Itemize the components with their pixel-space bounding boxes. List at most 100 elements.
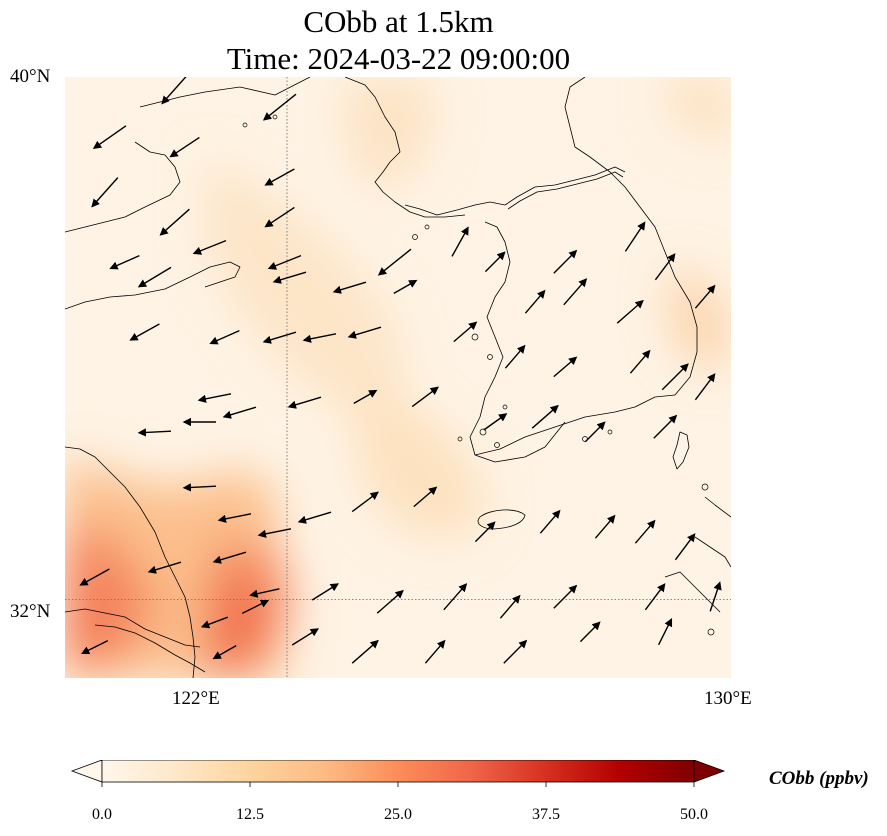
wind-vector: [351, 639, 379, 664]
wind-vector: [353, 389, 378, 405]
wind-vector: [264, 168, 295, 186]
island: [487, 354, 493, 360]
wind-vector: [249, 588, 280, 598]
coast-korea-east: [624, 186, 698, 396]
wind-vector: [161, 77, 187, 105]
wind-vector: [347, 326, 382, 339]
colorbar: [70, 760, 726, 787]
wind-vector: [147, 561, 182, 574]
wind-vector: [524, 289, 546, 314]
wind-vector: [80, 639, 109, 655]
island: [707, 628, 715, 636]
wind-vector: [451, 226, 469, 257]
coast-jeju: [477, 509, 526, 530]
coast-yangtze-south: [94, 624, 206, 673]
wind-vector: [212, 644, 237, 660]
wind-vector: [291, 628, 319, 646]
colorbar-tick: 25.0: [384, 806, 412, 823]
wind-vector: [222, 406, 257, 419]
wind-vector: [264, 206, 295, 228]
island: [424, 224, 430, 230]
concentration-band: [354, 377, 485, 539]
wind-vector: [91, 177, 119, 208]
wind-vector: [272, 271, 307, 284]
border-china-korea: [504, 166, 626, 206]
wind-vector: [553, 584, 578, 609]
coast-liaodong-north: [139, 77, 311, 108]
island: [479, 428, 487, 436]
lon-label-122e: 122°E: [172, 688, 220, 709]
wind-vector: [483, 413, 508, 431]
wind-vector: [634, 519, 656, 544]
wind-vector: [474, 521, 496, 543]
wind-vector: [129, 323, 160, 341]
wind-vector: [594, 514, 616, 539]
border-china-korea-2: [507, 171, 624, 210]
wind-vector: [654, 253, 676, 281]
concentration-band: [205, 157, 404, 415]
colorbar-tick: 12.5: [236, 806, 264, 823]
wind-vector: [257, 528, 292, 538]
wind-vector: [287, 396, 322, 409]
coast-bohai-west: [65, 141, 181, 233]
map-panel: [65, 77, 731, 678]
wind-vector: [297, 511, 332, 524]
wind-vector: [267, 254, 302, 270]
wind-vector: [212, 551, 247, 564]
coastlines: [65, 77, 731, 678]
map-title: CObb at 1.5km: [303, 4, 494, 39]
wind-vector: [393, 279, 418, 295]
concentration-band: [345, 77, 434, 189]
wind-vector: [413, 486, 438, 508]
wind-vector: [302, 333, 337, 343]
wind-vector: [197, 393, 232, 403]
colorbar-tick: 0.0: [92, 806, 112, 823]
island: [471, 333, 479, 341]
wind-vector: [484, 251, 506, 273]
wind-vector: [504, 344, 526, 369]
wind-vector: [653, 414, 678, 439]
colorbar-extend-max: [693, 760, 726, 783]
wind-vector: [644, 583, 666, 611]
wind-vector: [503, 639, 528, 664]
wind-vector: [694, 373, 716, 401]
wind-vector: [424, 639, 446, 664]
wind-vector: [351, 491, 379, 513]
wind-vector: [661, 363, 689, 391]
coast-tsushima: [672, 431, 690, 470]
island: [242, 122, 248, 128]
wind-vector: [694, 284, 716, 309]
map-subtitle: Time: 2024-03-22 09:00:00: [226, 41, 571, 76]
coast-jiangsu: [65, 446, 196, 678]
gridlines: [65, 77, 731, 678]
wind-vector: [553, 356, 578, 378]
wind-vector: [137, 266, 172, 288]
wind-vector: [169, 136, 200, 158]
wind-vector: [579, 621, 601, 643]
wind-vector: [332, 281, 367, 294]
coast-kyushu-2: [664, 571, 721, 613]
wind-vector: [563, 278, 588, 306]
map-svg: [65, 77, 731, 678]
wind-vector: [159, 208, 190, 236]
wind-vectors: [79, 77, 722, 664]
wind-vector: [192, 239, 227, 255]
wind-vector: [217, 513, 252, 523]
colorbar-tick: 37.5: [532, 806, 560, 823]
colorbar-tick: 50.0: [680, 806, 708, 823]
wind-vector: [624, 221, 646, 252]
coast-korea-west: [469, 221, 566, 463]
lat-label-32n: 32°N: [10, 601, 51, 622]
wind-vector: [629, 349, 651, 374]
wind-vector: [709, 581, 722, 612]
coast-yangtze: [65, 608, 201, 648]
wind-vector: [616, 299, 644, 324]
coast-liaodong-bay: [344, 77, 466, 218]
concentration-field: [65, 77, 731, 678]
wind-vector: [182, 483, 217, 492]
colorbar-extend-min: [70, 760, 103, 783]
coast-liaodong-east: [404, 201, 506, 216]
wind-vector: [262, 93, 297, 121]
island: [502, 404, 508, 410]
wind-vector: [499, 594, 521, 619]
